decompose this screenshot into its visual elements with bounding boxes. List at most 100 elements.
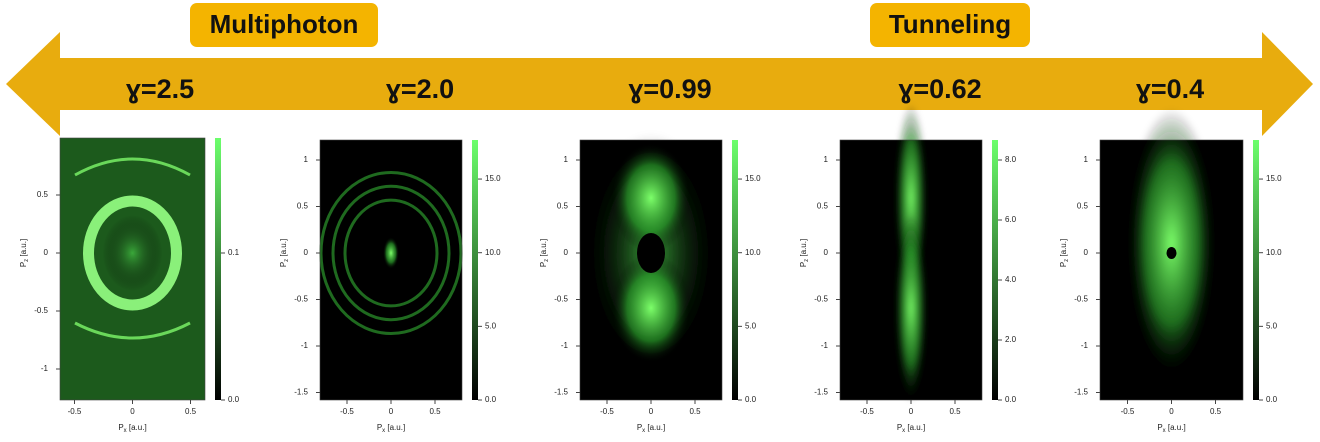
x-axis-label-unit: [a.u.]	[385, 423, 405, 432]
x-tick-label: 0	[649, 407, 654, 416]
y-axis-label-sub: z	[544, 259, 550, 262]
y-axis-label: Pz [a.u.]	[799, 239, 809, 267]
colorbar-tick-label: 6.0	[1005, 215, 1017, 224]
colorbar-tick-label: 0.0	[1005, 395, 1017, 404]
arc	[74, 321, 191, 340]
gamma-label: ɣ=0.99	[628, 74, 711, 104]
y-tick-label: 0	[824, 248, 829, 257]
y-axis-label-unit: [a.u.]	[799, 239, 808, 259]
ring	[83, 195, 182, 311]
jet	[895, 213, 927, 403]
y-tick-label: 0	[564, 248, 569, 257]
x-tick-label: 0	[130, 407, 135, 416]
y-tick-label: -0.5	[34, 306, 48, 315]
y-tick-label: -1	[301, 341, 309, 350]
y-axis-label-unit: [a.u.]	[19, 239, 28, 259]
colorbar-tick-label: 15.0	[485, 174, 501, 183]
colorbar-tick-label: 10.0	[1266, 248, 1282, 257]
colorbar	[992, 140, 998, 400]
colorbar	[732, 140, 738, 400]
y-tick-label: -1	[561, 341, 569, 350]
tunneling-label: Tunneling	[889, 9, 1011, 39]
y-axis-label: Pz [a.u.]	[279, 239, 289, 267]
y-axis-label-main: P	[279, 262, 288, 267]
x-axis-label-main: P	[118, 423, 123, 432]
x-tick-label: -0.5	[1121, 407, 1135, 416]
y-axis-label-main: P	[799, 262, 808, 267]
x-axis-label-unit: [a.u.]	[127, 423, 147, 432]
y-tick-label: -0.5	[814, 295, 828, 304]
x-tick-label: 0.5	[429, 407, 441, 416]
x-tick-label: 0.5	[185, 407, 197, 416]
y-tick-label: 0.5	[817, 202, 829, 211]
x-axis-label: Px [a.u.]	[118, 423, 146, 433]
y-tick-label: -1	[41, 364, 49, 373]
panel: 1 0.5 0 -0.5 -1 -1.5 -0.5 0 0.5 15.0 10.0 5.0 0.0 Pz …	[1059, 108, 1282, 434]
x-tick-label: -0.5	[600, 407, 614, 416]
y-axis-label: Pz [a.u.]	[1059, 239, 1069, 267]
y-tick-label: 1	[564, 155, 569, 164]
y-axis-label: Pz [a.u.]	[19, 239, 29, 267]
x-axis-label-main: P	[897, 423, 902, 432]
y-tick-label: -0.5	[1074, 295, 1088, 304]
gamma-label: ɣ=0.62	[898, 74, 981, 104]
multiphoton-label: Multiphoton	[210, 9, 359, 39]
node	[1166, 247, 1177, 259]
plot-area	[320, 140, 462, 400]
y-axis-label-main: P	[539, 262, 548, 267]
band	[1126, 108, 1217, 378]
y-tick-label: 1	[1084, 155, 1089, 164]
panel: 1 0.5 0 -0.5 -1 -1.5 -0.5 0 0.5 8.0 6.0 4.0 2.0 0.0 Pz…	[799, 103, 1017, 434]
colorbar-tick-label: 0.0	[485, 395, 497, 404]
y-axis-label-unit: [a.u.]	[279, 239, 288, 259]
ring	[343, 198, 439, 308]
x-axis-label-sub: x	[1163, 428, 1166, 434]
x-axis-label: Px [a.u.]	[637, 423, 665, 433]
colorbar-tick-label: 0.1	[228, 248, 240, 257]
ring	[331, 184, 451, 322]
x-axis-label-unit: [a.u.]	[1166, 423, 1186, 432]
label-box	[870, 3, 1030, 47]
node	[637, 233, 665, 273]
arc	[74, 157, 191, 177]
panel: 1 0.5 0 -0.5 -1 -1.5 -0.5 0 0.5 15.0 10.0 5.0 0.0 Pz …	[539, 133, 761, 434]
y-tick-label: 0	[44, 248, 49, 257]
lobe	[611, 143, 691, 253]
panel: 0.50-0.5-1-0.5 0 0.50.10.0Pz [a.u.]Px [a.u…	[19, 137, 240, 434]
x-axis-label-sub: x	[902, 428, 905, 434]
x-tick-label: 0.5	[1210, 407, 1222, 416]
colorbar-tick-label: 15.0	[745, 174, 761, 183]
y-tick-label: 1	[824, 155, 829, 164]
y-axis-label-main: P	[1059, 262, 1068, 267]
y-tick-label: 0.5	[1077, 202, 1089, 211]
x-tick-label: 0	[1169, 407, 1174, 416]
x-tick-label: 0.5	[949, 407, 961, 416]
y-tick-label: -0.5	[294, 295, 308, 304]
colorbar-tick-label: 5.0	[485, 321, 497, 330]
scale-arrow	[6, 32, 1313, 136]
y-axis-label-sub: z	[804, 259, 810, 262]
colorbar	[472, 140, 478, 400]
colorbar-tick-label: 4.0	[1005, 275, 1017, 284]
x-axis-label-sub: x	[642, 428, 645, 434]
x-tick-label: -0.5	[68, 407, 82, 416]
x-axis-label-sub: x	[382, 428, 385, 434]
x-axis-label: Px [a.u.]	[897, 423, 925, 433]
y-tick-label: 0.5	[297, 202, 309, 211]
colorbar-tick-label: 10.0	[485, 248, 501, 257]
y-tick-label: 0	[304, 248, 309, 257]
y-axis-label-sub: z	[284, 259, 290, 262]
colorbar-tick-label: 10.0	[745, 248, 761, 257]
core	[383, 237, 399, 269]
colorbar-tick-label: 0.0	[1266, 395, 1278, 404]
y-axis-label: Pz [a.u.]	[539, 239, 549, 267]
y-tick-label: 0.5	[557, 202, 569, 211]
label-box	[190, 3, 378, 47]
panel: 1 0.5 0 -0.5 -1 -1.5 -0.5 0 0.5 15.0 10.0 5.0 0.0 Pz …	[279, 139, 501, 434]
y-tick-label: -1.5	[1074, 388, 1088, 397]
x-axis-label-main: P	[1157, 423, 1162, 432]
y-tick-label: 0	[1084, 248, 1089, 257]
core	[102, 215, 163, 291]
colorbar	[215, 138, 221, 400]
